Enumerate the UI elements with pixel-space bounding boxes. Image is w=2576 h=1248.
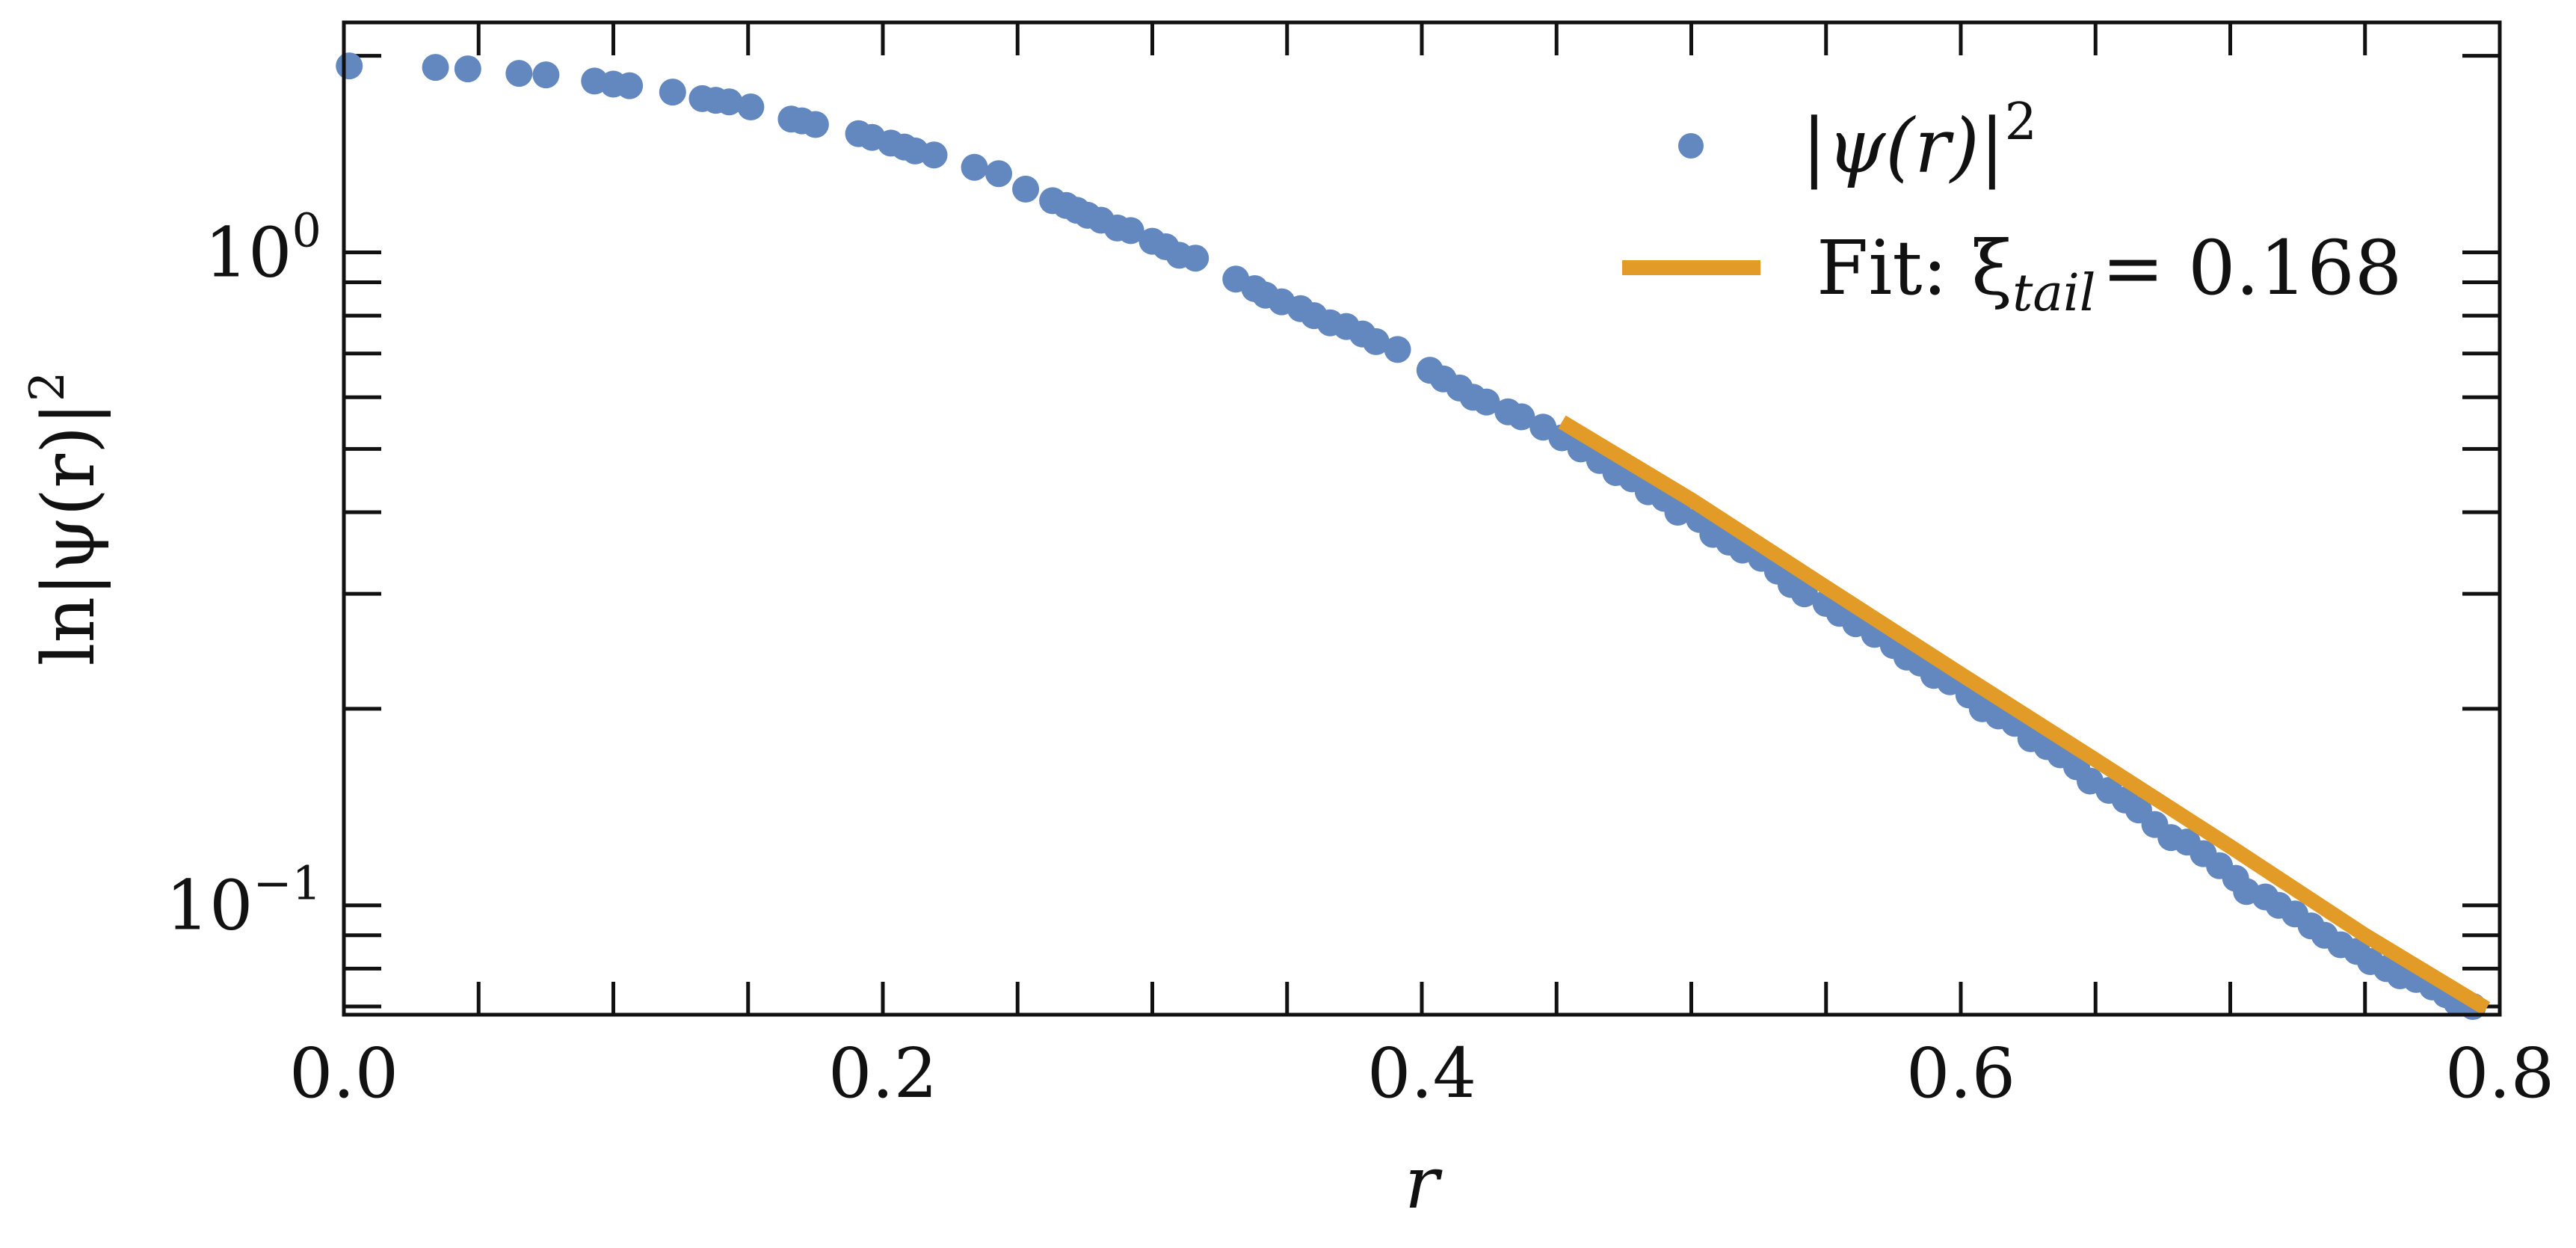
data-point [801, 111, 829, 138]
y-tick-label-base: 10 [204, 213, 292, 293]
data-point [1117, 217, 1144, 245]
y-axis-title-exp: 2 [20, 371, 76, 402]
data-point [1790, 580, 1818, 608]
data-point [985, 160, 1013, 188]
legend-label-fit-main: Fit: ξ [1817, 224, 2012, 312]
svg-text:ln|ψ(r)|2: ln|ψ(r)|2 [20, 371, 111, 666]
data-point [920, 141, 948, 169]
fit-line-layer [1558, 415, 2491, 1015]
data-point [616, 72, 644, 99]
x-axis-title: r [1405, 1141, 1443, 1225]
data-point [1664, 499, 1692, 526]
data-point [1362, 328, 1390, 355]
data-point [532, 61, 560, 89]
data-point [1182, 245, 1210, 272]
axis-ticks [342, 22, 2502, 1015]
y-tick-label: 100 [204, 203, 321, 293]
scatter-points [336, 52, 2486, 1021]
plot-frame [342, 20, 2502, 1017]
x-tick-label: 0.2 [828, 1033, 937, 1113]
data-point [505, 60, 533, 87]
legend: |ψ(r)|2 Fit: ξtail= 0.168 [1622, 93, 2402, 323]
legend-label-fit-value: = 0.168 [2101, 224, 2402, 312]
y-tick-label-exp: −1 [253, 856, 321, 911]
x-tick-label: 0.4 [1367, 1033, 1476, 1113]
data-point [1384, 336, 1411, 363]
data-point [422, 54, 449, 82]
data-point [737, 93, 765, 121]
legend-label-fit-sub: tail [2012, 264, 2095, 323]
data-point [336, 52, 363, 80]
legend-label-scatter: |ψ(r)|2 [1802, 93, 2037, 190]
y-axis-title: ln|ψ(r)|2 [20, 371, 111, 666]
y-tick-label: 10−1 [166, 856, 321, 946]
fit-line [1558, 415, 2491, 1015]
y-tick-label-exp: 0 [292, 203, 321, 258]
x-tick-label: 0.0 [289, 1033, 398, 1113]
data-point [454, 55, 481, 83]
y-axis-title-main: ln|ψ(r)| [27, 402, 111, 666]
data-point [659, 79, 686, 106]
data-point [715, 88, 743, 116]
data-point [1508, 403, 1535, 431]
x-tick-label: 0.6 [1906, 1033, 2015, 1113]
data-point [1012, 175, 1040, 203]
x-tick-label: 0.8 [2445, 1033, 2554, 1113]
data-point [961, 153, 988, 181]
y-tick-label-base: 10 [166, 866, 253, 946]
legend-label-scatter-exp: 2 [2005, 93, 2037, 152]
legend-label-scatter-main: |ψ(r)| [1802, 102, 2005, 190]
data-point [1473, 388, 1500, 416]
legend-label-fit: Fit: ξtail= 0.168 [1817, 224, 2402, 323]
legend-marker-scatter [1678, 133, 1704, 159]
